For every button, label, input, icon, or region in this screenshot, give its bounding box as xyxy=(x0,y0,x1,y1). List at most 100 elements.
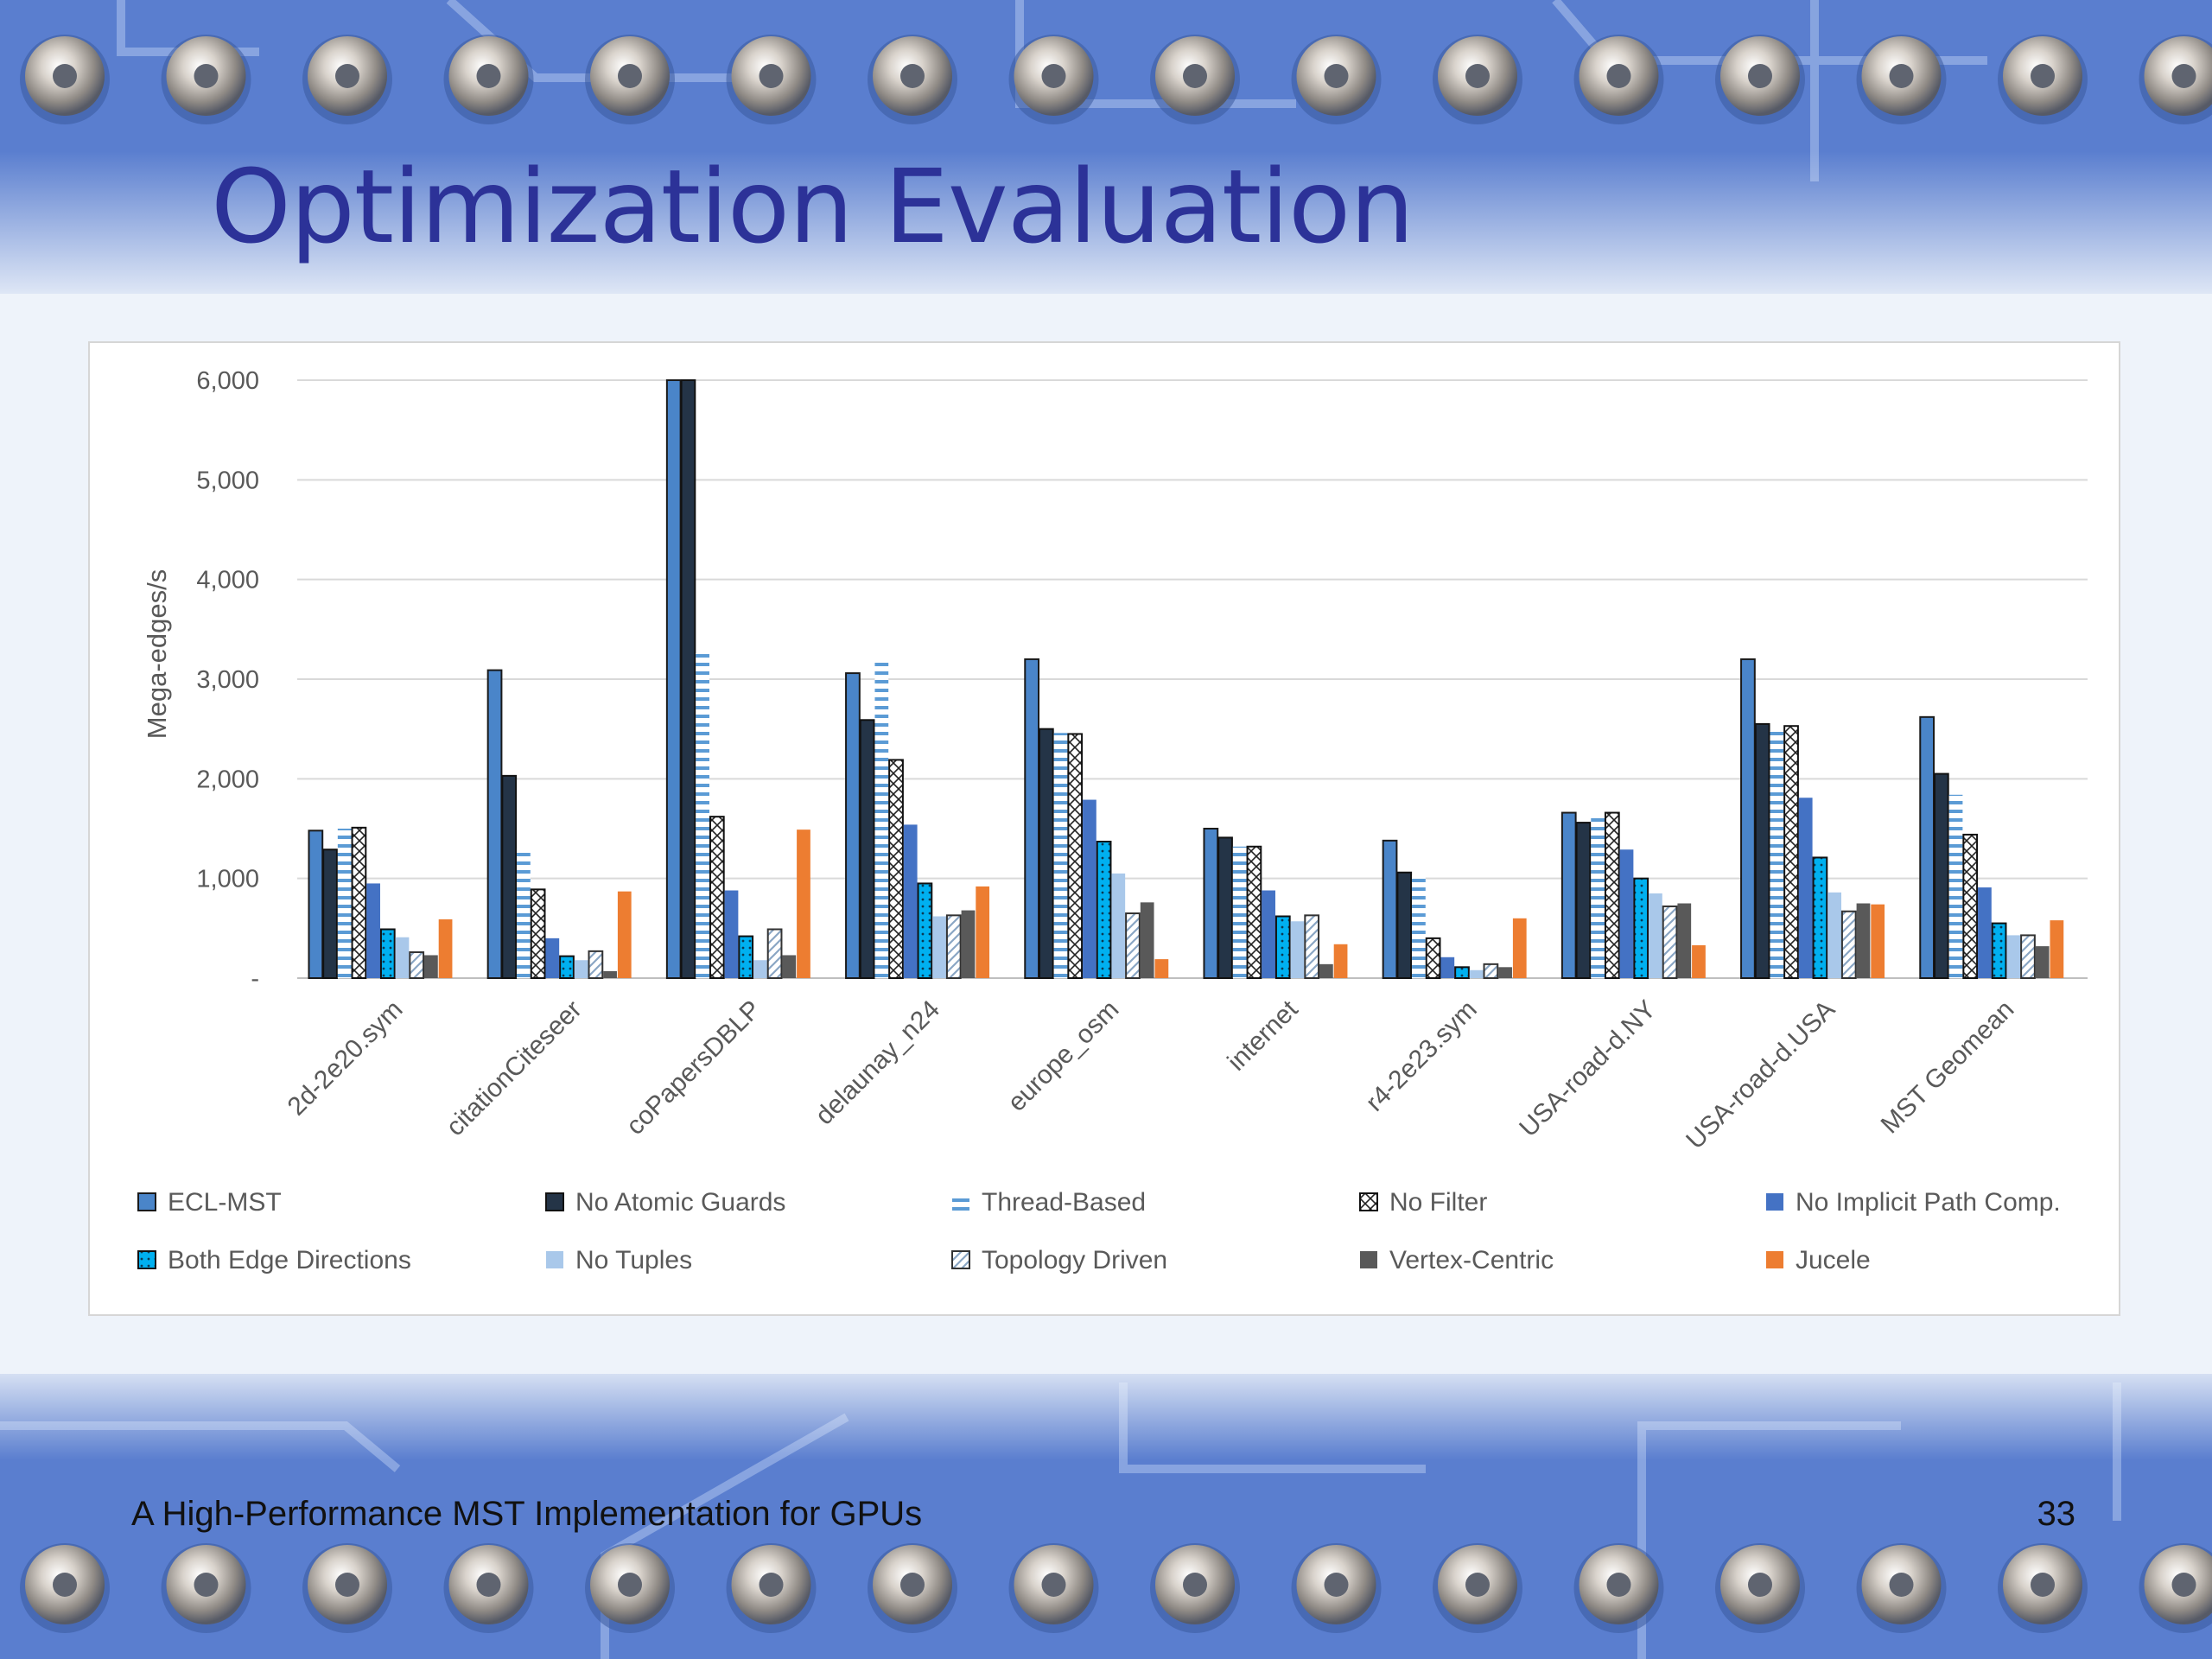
bar-vertex-centric xyxy=(961,910,976,978)
bar-no-filter xyxy=(1604,811,1620,980)
bar-jucele xyxy=(976,886,990,978)
bar-vertex-centric xyxy=(1140,902,1154,978)
bar-no-atomic-guards xyxy=(1754,722,1770,979)
bar-both-edge-directions xyxy=(917,882,933,980)
bar-no-tuples xyxy=(1649,893,1662,978)
bar-no-atomic-guards xyxy=(1396,871,1413,979)
bar-no-filter xyxy=(1067,733,1084,979)
bar-jucele xyxy=(2050,920,2064,978)
bar-no-tuples xyxy=(395,937,410,978)
bar-no-tuples xyxy=(1111,873,1126,978)
bar-no-filter xyxy=(888,759,904,980)
bar-thread-based xyxy=(1232,846,1247,978)
legend-label-thread-based: Thread-Based xyxy=(982,1188,1146,1217)
y-tick-label: - xyxy=(251,965,259,993)
y-tick-label: 3,000 xyxy=(196,666,259,694)
chart-panel: - 1,000 2,000 3,000 4,000 5,000 6,000 2d-2e20.… xyxy=(88,341,2120,1316)
bar-no-atomic-guards xyxy=(322,849,338,979)
legend-label-topology-driven: Topology Driven xyxy=(982,1246,1167,1274)
bar-ecl-mst xyxy=(1203,828,1219,979)
bar-thread-based xyxy=(1591,814,1605,978)
legend-label-no-filter: No Filter xyxy=(1389,1188,1487,1217)
bar-vertex-centric xyxy=(1498,967,1512,978)
bar-thread-based xyxy=(1948,794,1963,978)
bar-no-filter xyxy=(1783,725,1799,979)
bar-no-filter xyxy=(1425,937,1441,979)
bar-thread-based xyxy=(337,829,352,978)
bar-ecl-mst xyxy=(1919,715,1936,979)
x-tick-label: citationCiteseer xyxy=(441,995,588,1142)
legend-key-no-implicit-path-comp xyxy=(1766,1193,1783,1211)
bar-ecl-mst xyxy=(665,379,682,979)
bar-no-filter xyxy=(1962,833,1979,979)
bar-topology-driven xyxy=(1125,912,1141,979)
bar-ecl-mst xyxy=(845,672,861,979)
bar-jucele xyxy=(1154,959,1169,978)
bar-vertex-centric xyxy=(2035,946,2050,978)
bar-jucele xyxy=(1871,904,1885,978)
x-tick-label: delaunay_n24 xyxy=(810,995,946,1131)
bar-no-implicit-path-comp xyxy=(724,890,739,978)
bar-both-edge-directions xyxy=(1633,877,1649,980)
legend-key-jucele xyxy=(1766,1251,1783,1268)
bar-no-filter xyxy=(709,816,725,979)
bar-no-tuples xyxy=(932,916,946,978)
legend-key-ecl-mst xyxy=(137,1192,156,1211)
bar-no-atomic-guards xyxy=(680,379,696,979)
bar-topology-driven xyxy=(766,928,783,980)
bar-no-filter xyxy=(530,888,546,979)
legend-label-no-implicit-path-comp: No Implicit Path Comp. xyxy=(1796,1188,2061,1217)
bar-no-atomic-guards xyxy=(1575,822,1592,980)
bar-both-edge-directions xyxy=(738,935,754,979)
bar-vertex-centric xyxy=(603,970,617,978)
y-axis-label: Mega-edges/s xyxy=(142,569,172,739)
bar-no-implicit-path-comp xyxy=(545,938,560,978)
y-tick-label: 1,000 xyxy=(196,866,259,893)
bar-no-implicit-path-comp xyxy=(903,824,918,978)
bar-vertex-centric xyxy=(1677,903,1692,978)
bar-both-edge-directions xyxy=(1454,966,1470,980)
bar-both-edge-directions xyxy=(1096,840,1112,980)
y-tick-label: 2,000 xyxy=(196,766,259,793)
bar-jucele xyxy=(1692,944,1706,978)
legend-key-thread-based xyxy=(952,1193,969,1211)
bar-both-edge-directions xyxy=(1274,915,1291,980)
bar-both-edge-directions xyxy=(1812,856,1828,979)
bar-no-implicit-path-comp xyxy=(1978,887,1992,978)
bar-thread-based xyxy=(1770,730,1784,978)
bar-both-edge-directions xyxy=(559,955,575,979)
bar-no-implicit-path-comp xyxy=(1083,799,1096,978)
bar-ecl-mst xyxy=(486,669,503,979)
y-tick-label: 6,000 xyxy=(196,367,259,395)
bar-both-edge-directions xyxy=(379,928,396,980)
bar-no-filter xyxy=(351,826,367,980)
legend-label-vertex-centric: Vertex-Centric xyxy=(1389,1246,1554,1274)
bar-no-atomic-guards xyxy=(1038,728,1054,979)
bar-topology-driven xyxy=(1662,905,1678,980)
bar-no-tuples xyxy=(574,960,588,978)
legend-key-no-atomic-guards xyxy=(545,1192,564,1211)
bar-no-implicit-path-comp xyxy=(366,883,380,978)
bar-both-edge-directions xyxy=(1991,922,2007,979)
legend-key-both-edge-directions xyxy=(137,1250,156,1269)
bar-topology-driven xyxy=(1483,963,1499,979)
x-tick-label: internet xyxy=(1222,995,1304,1077)
slide-title: Optimization Evaluation xyxy=(211,147,1414,266)
x-tick-label: MST Geomean xyxy=(1876,995,2020,1140)
bar-no-tuples xyxy=(1469,969,1484,978)
bar-topology-driven xyxy=(409,951,425,979)
bar-vertex-centric xyxy=(1319,963,1333,978)
x-tick-label: europe_osm xyxy=(1002,995,1124,1117)
x-tick-label: USA-road-d.USA xyxy=(1681,995,1840,1155)
bar-ecl-mst xyxy=(1740,658,1756,979)
bar-no-tuples xyxy=(1290,921,1305,978)
bar-no-atomic-guards xyxy=(859,719,875,979)
bar-vertex-centric xyxy=(424,955,438,978)
bar-no-tuples xyxy=(753,960,767,978)
bar-no-implicit-path-comp xyxy=(1798,798,1813,978)
y-tick-label: 4,000 xyxy=(196,567,259,594)
legend-label-no-tuples: No Tuples xyxy=(575,1246,692,1274)
x-tick-label: coPapersDBLP xyxy=(621,995,766,1141)
bar-no-atomic-guards xyxy=(501,774,518,979)
legend-key-topology-driven xyxy=(951,1250,970,1269)
